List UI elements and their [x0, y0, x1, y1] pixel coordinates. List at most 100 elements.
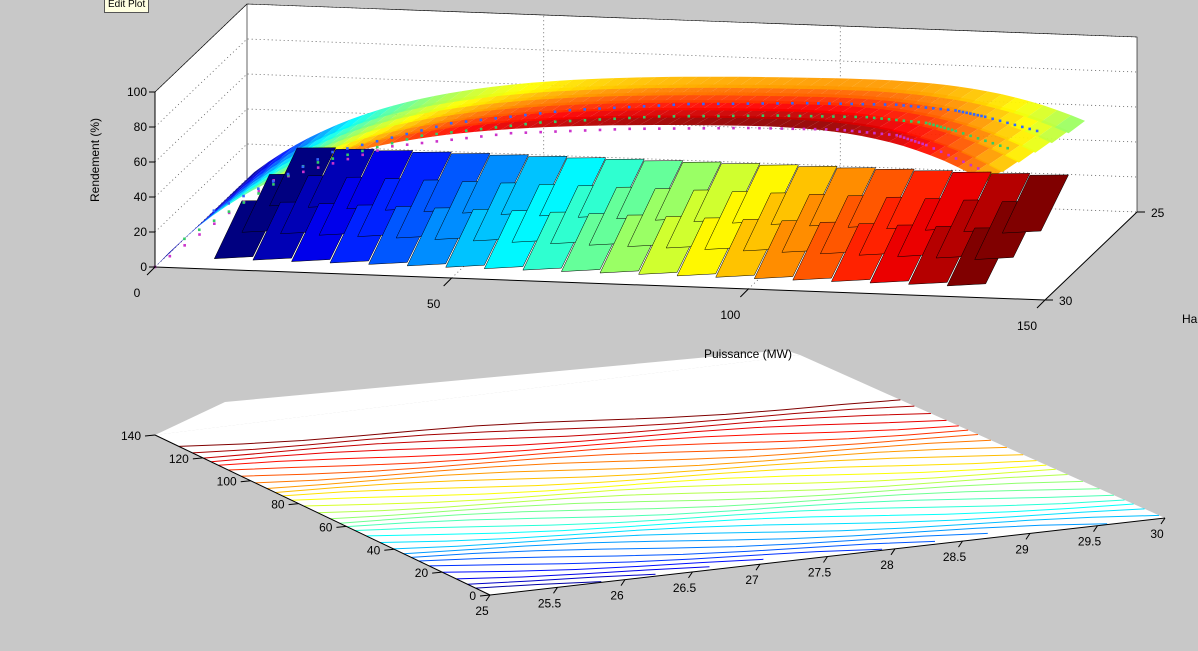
surface-patch — [293, 130, 324, 152]
series-marker — [991, 117, 994, 121]
series-marker — [316, 166, 320, 169]
x-tick — [1036, 299, 1046, 309]
contour-line — [366, 503, 1134, 537]
series-marker — [316, 161, 320, 164]
series-marker — [435, 125, 438, 129]
x-tick-label: 29.5 — [1078, 535, 1102, 549]
series-marker — [858, 130, 861, 133]
surface-patch — [406, 121, 438, 135]
series-marker — [702, 127, 706, 130]
series-marker — [643, 127, 646, 131]
surface-patch — [805, 78, 836, 90]
x-tick — [1025, 533, 1031, 540]
series-marker — [331, 162, 335, 165]
series-marker — [776, 114, 780, 117]
x-tick — [1093, 525, 1098, 532]
surface-patch — [833, 78, 864, 91]
contour-line — [442, 558, 764, 573]
series-marker — [672, 115, 676, 118]
surface-patch — [697, 108, 729, 118]
series-marker — [301, 165, 305, 169]
series-marker — [613, 128, 617, 131]
series-marker — [954, 109, 957, 112]
surface-patch — [598, 115, 629, 126]
series-marker — [917, 120, 920, 124]
series-marker — [568, 108, 572, 112]
contour-line — [393, 514, 1160, 550]
surface-patch — [916, 83, 947, 97]
series-marker — [583, 108, 587, 111]
series-marker — [494, 126, 498, 129]
series-marker — [657, 104, 661, 107]
surface-patch — [279, 137, 310, 160]
series-marker — [554, 130, 557, 133]
series-marker — [405, 138, 409, 141]
series-marker — [227, 202, 231, 205]
series-marker — [902, 136, 906, 140]
surface-patch — [750, 116, 781, 127]
series-marker — [880, 132, 884, 136]
contour-line — [282, 460, 1037, 497]
surface-patch — [586, 108, 618, 119]
surface-patch — [722, 116, 753, 126]
surface-patch — [625, 115, 657, 126]
x-axis-line — [154, 266, 1046, 301]
series-marker — [375, 145, 379, 149]
surface-patch — [445, 89, 476, 104]
contour-line — [330, 480, 1084, 520]
series-marker — [984, 139, 987, 143]
x-tick — [688, 571, 693, 579]
x-tick-label: 0 — [134, 286, 141, 300]
series-marker — [746, 102, 750, 105]
series-marker — [943, 126, 946, 130]
series-marker — [924, 121, 928, 125]
contour-line — [275, 454, 1024, 493]
surface-patch — [667, 115, 698, 125]
series-marker — [405, 132, 409, 136]
series-marker — [628, 127, 631, 131]
series-marker — [286, 172, 290, 176]
contour-plot-axes[interactable]: 25 25.5 26 26.5 27 27.5 28 28.5 29 29.5 30 0 20 40 60 8… — [121, 347, 1166, 618]
series-marker — [761, 102, 765, 105]
contour-title: Puissance (MW) — [704, 347, 792, 361]
surface-patch — [320, 119, 352, 139]
axes-box-edge — [154, 3, 248, 93]
series-marker — [553, 110, 557, 114]
surface-patch — [628, 107, 659, 118]
x-tick — [485, 594, 491, 602]
surface-patch — [597, 77, 629, 90]
series-marker — [843, 115, 846, 119]
y-axis-label: Rendement (%) — [88, 118, 102, 202]
y-tick-label: 140 — [121, 429, 141, 443]
series-marker — [850, 102, 854, 106]
surface-patch — [805, 119, 837, 130]
surface-patch — [694, 76, 726, 88]
surface-plot-axes[interactable]: 0 20 40 60 80 100 0 50 100 150 25 30 Rendement (%) Ha — [88, 3, 1198, 333]
series-marker — [717, 114, 720, 118]
surface-patch — [777, 77, 809, 89]
surface-patch — [215, 186, 247, 211]
series-marker — [813, 127, 817, 131]
series-marker — [921, 142, 924, 146]
series-marker — [1035, 129, 1039, 133]
series-marker — [902, 119, 906, 123]
series-marker — [449, 121, 453, 125]
series-marker — [998, 119, 1002, 123]
series-marker — [465, 136, 468, 140]
edit-plot-tooltip: Edit Plot — [104, 0, 150, 13]
series-marker — [183, 244, 186, 247]
x-tick-label: 50 — [427, 297, 441, 311]
surface-patch — [257, 161, 288, 183]
y-tick-label: 100 — [217, 475, 237, 489]
contour-back-wall — [155, 350, 800, 435]
surface-patch — [403, 96, 435, 112]
surface-patch — [722, 76, 753, 88]
series-marker — [962, 160, 965, 164]
surface-patch — [155, 237, 186, 267]
surface-patch — [971, 91, 1002, 106]
series-marker — [687, 127, 691, 130]
y-tick-label: 60 — [319, 520, 333, 534]
series-marker — [947, 153, 950, 157]
series-marker — [758, 126, 761, 130]
surface-patch — [238, 178, 269, 199]
